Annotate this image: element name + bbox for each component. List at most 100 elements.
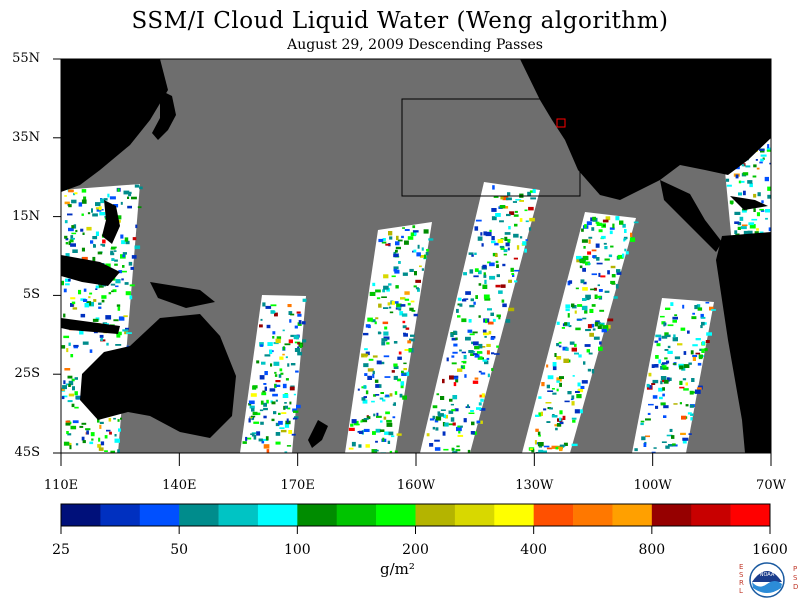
cloud-pixel [364, 348, 368, 351]
cloud-pixel [105, 263, 111, 268]
cloud-pixel [640, 420, 645, 423]
cloud-pixel [256, 360, 260, 364]
cloud-pixel [375, 317, 379, 320]
cloud-pixel [259, 375, 265, 380]
colorbar-segment [336, 504, 377, 526]
cloud-pixel [402, 325, 407, 329]
cloud-pixel [505, 319, 511, 323]
cloud-pixel [476, 407, 482, 410]
cloud-pixel [104, 450, 108, 452]
location-marker [556, 118, 566, 128]
cloud-pixel [519, 200, 524, 202]
cloud-pixel [751, 218, 758, 221]
cloud-pixel [132, 237, 137, 241]
cloud-pixel [62, 395, 68, 398]
cloud-pixel [576, 255, 582, 260]
cloud-pixel [741, 224, 748, 227]
cloud-pixel [477, 236, 483, 241]
cloud-pixel [65, 253, 70, 258]
cloud-pixel [389, 393, 393, 397]
cloud-pixel [95, 202, 101, 207]
cloud-pixel [79, 330, 84, 335]
cloud-pixel [473, 353, 478, 355]
cloud-pixel [296, 404, 301, 409]
cloud-pixel [269, 349, 273, 354]
cloud-pixel [260, 344, 263, 347]
cloud-pixel [633, 221, 639, 224]
cloud-pixel [679, 402, 682, 405]
cloud-pixel [738, 180, 742, 184]
cloud-pixel [496, 314, 501, 318]
cloud-pixel [64, 235, 68, 239]
cloud-pixel [263, 415, 267, 419]
cloud-pixel [127, 205, 132, 209]
cloud-pixel [348, 447, 354, 450]
cloud-pixel [72, 249, 78, 253]
cloud-pixel [355, 423, 360, 426]
cloud-pixel [662, 387, 665, 391]
cloud-pixel [64, 368, 71, 371]
cloud-pixel [737, 222, 742, 226]
cloud-pixel [568, 325, 572, 328]
cloud-pixel [93, 299, 97, 302]
cloud-pixel [98, 306, 102, 309]
cloud-pixel [481, 243, 484, 247]
cloud-pixel [496, 264, 499, 268]
cloud-pixel [273, 361, 280, 366]
swath-6 [632, 298, 714, 453]
cloud-pixel [555, 446, 558, 450]
cloud-pixel [279, 356, 284, 360]
cloud-pixel [663, 405, 669, 409]
cloud-pixel [386, 342, 390, 345]
analysis-region-box [401, 98, 581, 197]
cloud-pixel [80, 313, 86, 318]
cloud-pixel [769, 162, 771, 165]
cloud-pixel [71, 225, 75, 229]
cloud-pixel [679, 380, 683, 385]
cloud-pixel [504, 236, 508, 241]
cloud-pixel [748, 222, 755, 226]
cloud-pixel [125, 327, 129, 330]
cloud-pixel [474, 252, 477, 255]
cloud-pixel [580, 409, 583, 414]
cloud-pixel [685, 404, 689, 407]
cloud-pixel [571, 401, 575, 406]
cloud-pixel [65, 238, 69, 241]
cloud-pixel [282, 353, 285, 356]
cloud-pixel [409, 338, 415, 342]
cloud-pixel [507, 247, 510, 251]
cloud-pixel [393, 341, 398, 344]
cloud-pixel [457, 425, 461, 428]
cloud-pixel [512, 201, 517, 203]
cloud-pixel [578, 354, 582, 358]
cloud-pixel [648, 403, 654, 406]
cloud-pixel [391, 275, 396, 278]
cloud-pixel [348, 427, 355, 431]
cloud-pixel [81, 247, 85, 252]
cloud-pixel [492, 318, 496, 322]
cloud-pixel [740, 180, 745, 183]
cloud-pixel [113, 250, 117, 252]
cloud-pixel [495, 213, 501, 217]
cloud-pixel [630, 232, 633, 237]
cloud-pixel [113, 417, 116, 420]
cloud-pixel [265, 436, 269, 441]
cloud-pixel [362, 399, 368, 404]
cloud-pixel [450, 332, 454, 338]
cloud-pixel [616, 269, 621, 273]
cloud-pixel [570, 398, 574, 401]
cloud-pixel [384, 326, 388, 330]
cloud-pixel [287, 407, 291, 410]
cloud-pixel [71, 403, 75, 408]
cloud-pixel [554, 424, 560, 427]
cloud-pixel [280, 429, 287, 433]
cloud-pixel [503, 253, 507, 256]
cloud-pixel [122, 252, 127, 255]
cloud-pixel [571, 443, 578, 447]
cloud-pixel [467, 404, 469, 409]
cloud-pixel [576, 394, 582, 399]
cloud-pixel [399, 393, 403, 398]
cloud-pixel [388, 231, 393, 236]
cloud-pixel [289, 319, 292, 323]
cloud-pixel [284, 402, 287, 404]
